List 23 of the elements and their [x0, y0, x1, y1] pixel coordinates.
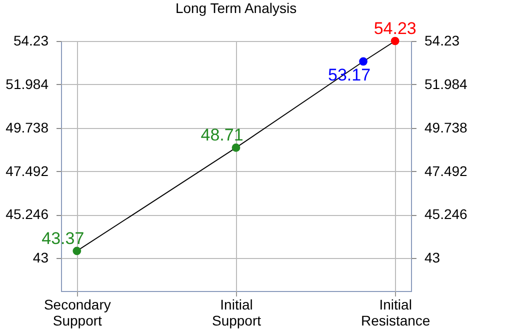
- y-tick-label: 54.23: [13, 32, 49, 48]
- data-label: 43.37: [42, 228, 84, 248]
- x-tick-label: Initial Support: [212, 296, 262, 328]
- point: [72, 246, 82, 256]
- data-label: 54.23: [374, 19, 416, 38]
- y-tick-label: 51.984: [6, 76, 49, 92]
- chart-title: Long Term Analysis: [175, 0, 297, 16]
- y2-tick-label: 51.984: [424, 76, 468, 92]
- y2-tick-label: 43: [424, 250, 440, 266]
- point: [390, 36, 400, 46]
- y2-tick-label: 54.23: [424, 32, 460, 48]
- y2-tick-label: 49.738: [424, 119, 468, 136]
- y-tick-label: 43: [32, 250, 49, 266]
- point: [232, 144, 240, 152]
- data-label: 48.71: [200, 126, 244, 145]
- y2-tick-label: 45.246: [424, 206, 468, 222]
- y2-tick-label: 47.492: [424, 162, 468, 179]
- x-tick-label: Secondary Support: [44, 296, 111, 328]
- y-tick-label: 47.492: [6, 162, 49, 179]
- y-tick-label: 45.246: [6, 206, 49, 222]
- x-tick-label: Initial Resistance: [360, 296, 430, 328]
- point: [359, 57, 368, 66]
- y-tick-label: 49.738: [6, 119, 49, 136]
